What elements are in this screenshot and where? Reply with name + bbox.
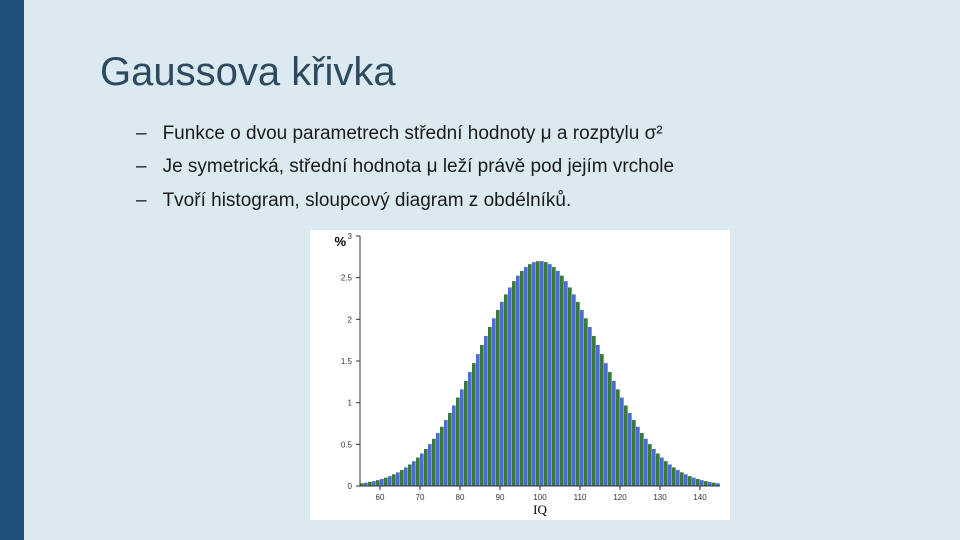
- svg-text:120: 120: [613, 493, 627, 502]
- svg-text:60: 60: [376, 493, 385, 502]
- svg-text:90: 90: [496, 493, 505, 502]
- svg-text:3: 3: [348, 232, 353, 241]
- slide: Gaussova křivka – Funkce o dvou parametr…: [0, 0, 960, 540]
- list-item: – Funkce o dvou parametrech střední hodn…: [136, 119, 920, 148]
- svg-text:2: 2: [348, 315, 353, 324]
- accent-bar: [0, 0, 24, 540]
- svg-text:130: 130: [653, 493, 667, 502]
- bullet-text: Funkce o dvou parametrech střední hodnot…: [163, 119, 663, 148]
- svg-text:2.5: 2.5: [341, 274, 353, 283]
- svg-text:100: 100: [533, 493, 547, 502]
- content-area: Gaussova křivka – Funkce o dvou parametr…: [100, 50, 920, 219]
- svg-text:1: 1: [348, 399, 353, 408]
- dash-icon: –: [136, 152, 147, 181]
- svg-text:%: %: [334, 234, 346, 249]
- svg-text:0: 0: [348, 482, 353, 491]
- dash-icon: –: [136, 186, 147, 215]
- svg-text:0.5: 0.5: [341, 440, 353, 449]
- svg-text:140: 140: [693, 493, 707, 502]
- bullet-text: Tvoří histogram, sloupcový diagram z obd…: [163, 186, 572, 215]
- gaussian-histogram-chart: 0 0.5 1 1.5 2 2.5 3 60 70 80 90 100 110 120 130 140% IQ: [310, 230, 730, 520]
- dash-icon: –: [136, 119, 147, 148]
- svg-text:80: 80: [456, 493, 465, 502]
- svg-text:110: 110: [574, 493, 587, 502]
- bullet-text: Je symetrická, střední hodnota μ leží pr…: [163, 152, 675, 181]
- svg-text:IQ: IQ: [533, 502, 547, 517]
- bullet-list: – Funkce o dvou parametrech střední hodn…: [136, 119, 920, 215]
- page-title: Gaussova křivka: [100, 50, 920, 95]
- list-item: – Je symetrická, střední hodnota μ leží …: [136, 152, 920, 181]
- list-item: – Tvoří histogram, sloupcový diagram z o…: [136, 186, 920, 215]
- svg-text:70: 70: [416, 493, 425, 502]
- svg-text:1.5: 1.5: [341, 357, 353, 366]
